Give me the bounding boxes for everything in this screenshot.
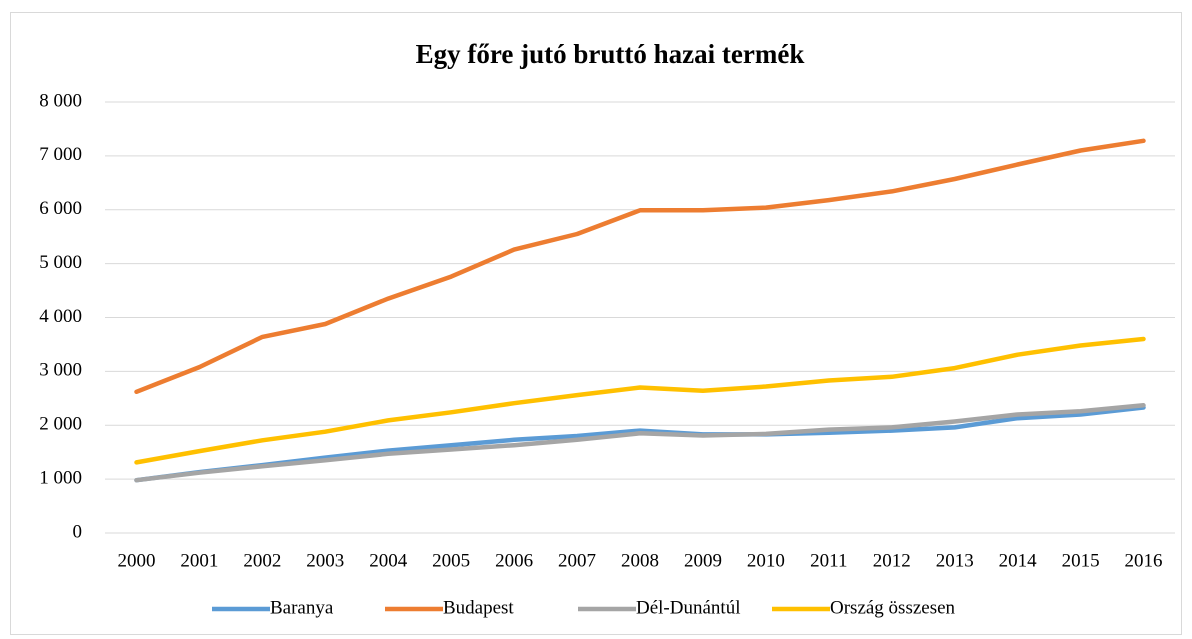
y-tick-label: 3 000: [39, 360, 82, 381]
y-tick-label: 1 000: [39, 467, 82, 488]
y-tick-label: 6 000: [39, 198, 82, 219]
y-tick-label: 7 000: [39, 144, 82, 165]
x-tick-label: 2001: [180, 550, 218, 571]
x-tick-label: 2002: [243, 550, 281, 571]
chart-border: [10, 12, 1182, 635]
y-tick-label: 8 000: [39, 90, 82, 111]
y-tick-label: 2 000: [39, 414, 82, 435]
x-tick-label: 2004: [369, 550, 408, 571]
x-tick-label: 2005: [432, 550, 470, 571]
legend-label: Budapest: [443, 597, 514, 618]
legend-label: Ország összesen: [830, 597, 956, 618]
y-tick-label: 5 000: [39, 252, 82, 273]
x-tick-label: 2012: [873, 550, 911, 571]
y-tick-label: 0: [73, 521, 83, 542]
x-tick-label: 2015: [1062, 550, 1100, 571]
x-tick-label: 2010: [747, 550, 785, 571]
x-tick-label: 2008: [621, 550, 659, 571]
y-tick-label: 4 000: [39, 306, 82, 327]
x-tick-label: 2011: [810, 550, 847, 571]
x-tick-label: 2014: [999, 550, 1038, 571]
x-tick-label: 2003: [306, 550, 344, 571]
x-tick-label: 2006: [495, 550, 533, 571]
line-series: [134, 138, 1146, 395]
chart-title: Egy főre jutó bruttó hazai termék: [416, 39, 805, 69]
x-tick-label: 2009: [684, 550, 722, 571]
x-tick-label: 2007: [558, 550, 596, 571]
line-series: [134, 336, 1146, 465]
x-tick-label: 2013: [936, 550, 974, 571]
line-series: [134, 403, 1146, 483]
x-tick-label: 2016: [1125, 550, 1163, 571]
x-tick-label: 2000: [117, 550, 155, 571]
legend-label: Dél-Dunántúl: [636, 597, 740, 618]
legend-label: Baranya: [270, 597, 334, 618]
